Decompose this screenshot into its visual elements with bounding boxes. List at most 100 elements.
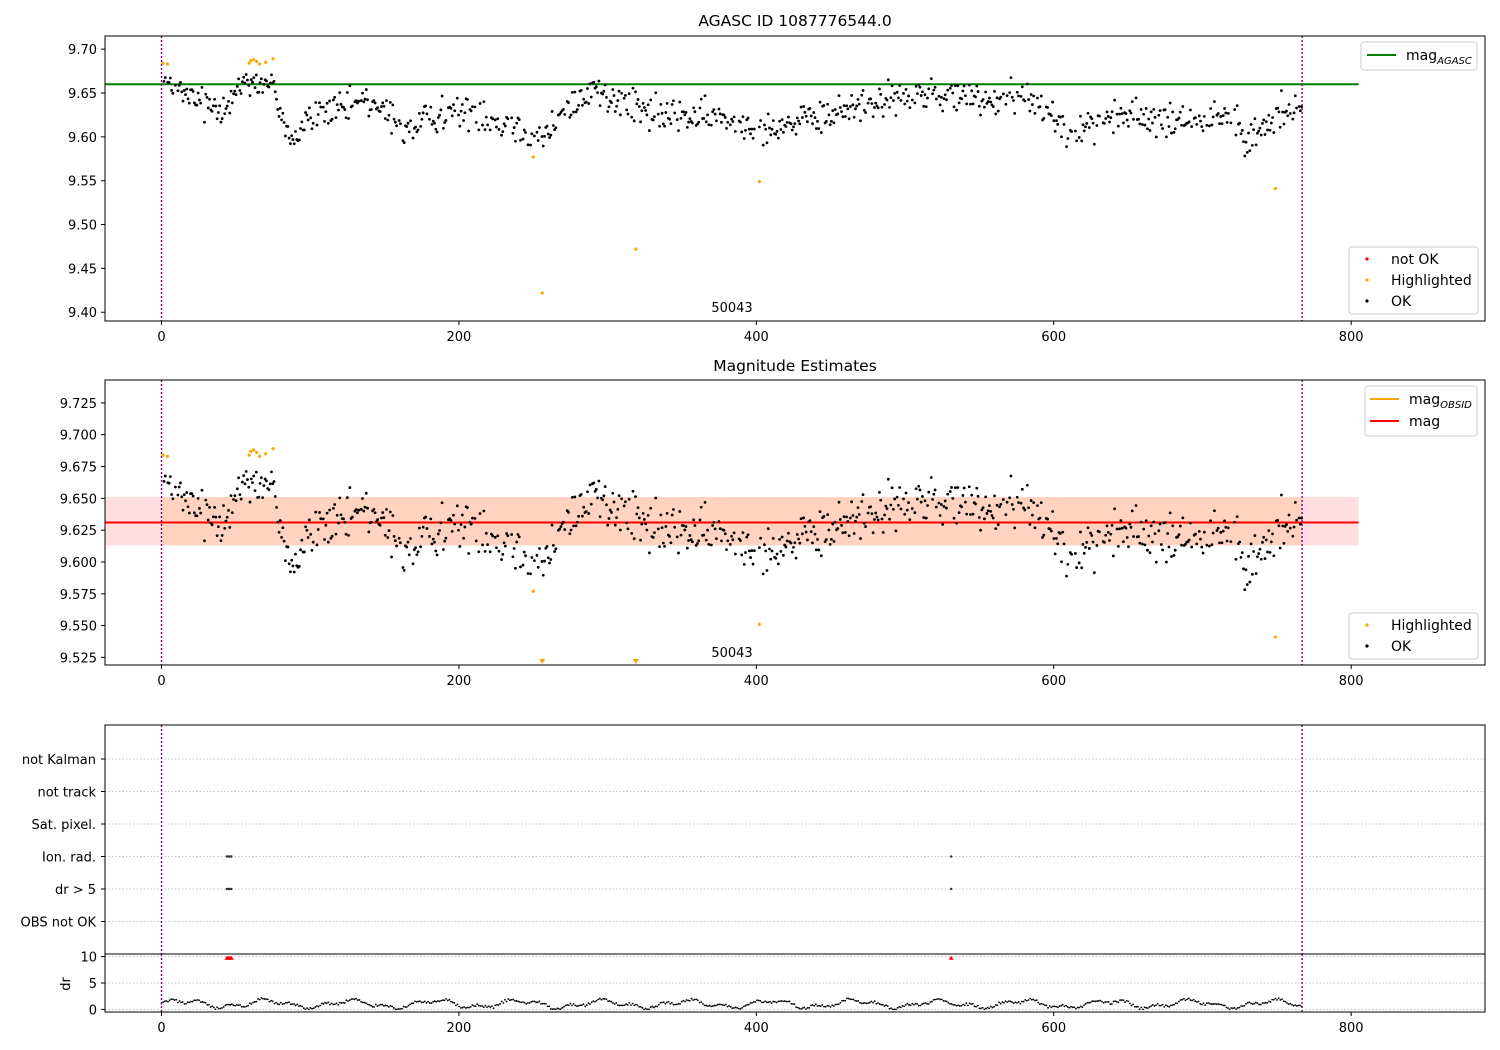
ok-point: [1250, 572, 1254, 576]
dr-point: [896, 1006, 899, 1009]
dr-point: [317, 1005, 320, 1008]
ok-point: [1109, 116, 1113, 120]
ok-point: [397, 536, 401, 540]
ok-point: [927, 87, 931, 91]
dr-point: [1142, 1008, 1144, 1011]
dr-point: [1120, 999, 1123, 1001]
ok-point: [827, 113, 831, 117]
ok-point: [913, 511, 917, 515]
ok-point: [1166, 115, 1170, 119]
ok-point: [460, 103, 464, 106]
ok-point: [1205, 543, 1209, 547]
dr-point: [664, 1002, 667, 1005]
ok-point: [232, 498, 235, 501]
dr-point: [517, 1000, 520, 1003]
dr-point: [868, 1001, 871, 1004]
dr-point: [783, 1000, 786, 1002]
ok-point: [1027, 506, 1031, 510]
ok-point: [162, 79, 166, 83]
ok-point: [1158, 522, 1162, 526]
dr-point: [1009, 1000, 1012, 1003]
ok-point: [213, 505, 216, 509]
dr-point: [1166, 1005, 1169, 1007]
dr-point: [589, 1003, 591, 1006]
ok-point: [343, 108, 347, 111]
ok-point: [594, 85, 598, 89]
ok-point: [759, 536, 763, 540]
dr-point: [998, 1001, 1000, 1004]
dr-point: [288, 1001, 290, 1004]
dr-point: [502, 1002, 505, 1004]
ok-point: [740, 553, 744, 557]
ok-point: [1017, 501, 1020, 504]
dr-point: [491, 1005, 493, 1008]
ok-point: [515, 540, 519, 544]
ok-point: [601, 92, 605, 96]
ok-point: [654, 91, 658, 95]
ok-point: [948, 490, 952, 493]
dr-point: [1040, 1002, 1043, 1005]
ok-point: [620, 91, 624, 95]
ok-point: [430, 123, 434, 126]
ok-point: [1216, 526, 1220, 530]
dr-point: [893, 1008, 896, 1011]
ok-point: [602, 494, 606, 498]
dr-point: [602, 997, 605, 1000]
highlighted-point: [634, 247, 638, 251]
ok-point: [800, 532, 804, 536]
ok-point: [795, 533, 799, 536]
ok-point: [965, 512, 969, 516]
dr-point: [1287, 1003, 1290, 1005]
dr-point: [1251, 1003, 1254, 1005]
ok-point: [870, 102, 874, 105]
dr-point: [276, 1003, 279, 1005]
dr-point: [379, 1003, 382, 1006]
ok-point: [431, 119, 435, 123]
dr-point: [1222, 1004, 1225, 1007]
ok-point: [575, 108, 579, 111]
ok-point: [946, 88, 950, 92]
dr-point: [1066, 1006, 1069, 1008]
ok-point: [1225, 539, 1229, 543]
ok-point: [803, 110, 807, 114]
ok-point: [699, 97, 703, 101]
dr-point: [477, 1004, 480, 1007]
y-tick-label: 9.525: [60, 651, 97, 666]
dr-point: [245, 1005, 248, 1008]
ok-point: [1161, 548, 1165, 552]
ok-point: [195, 103, 199, 107]
ok-point: [254, 470, 258, 474]
ok-point: [315, 543, 319, 547]
ok-point: [996, 523, 1000, 526]
ok-point: [227, 99, 230, 103]
ok-point: [1061, 530, 1065, 534]
ok-point: [563, 528, 567, 531]
ok-point: [230, 511, 234, 515]
legend-mag-obsid-sub: OBSID: [1440, 400, 1472, 411]
dr-point: [674, 1003, 677, 1006]
x-tick-label: 0: [157, 674, 165, 689]
dr-point: [232, 1004, 235, 1007]
ok-point: [618, 113, 622, 117]
dr-point: [497, 1004, 500, 1006]
highlighted-point: [255, 59, 259, 64]
dr-point: [252, 1001, 255, 1004]
ok-point: [174, 83, 177, 87]
ok-point: [793, 122, 797, 126]
ok-point: [698, 106, 702, 110]
ok-point: [1075, 139, 1079, 143]
ok-point: [885, 98, 889, 102]
ok-point: [419, 124, 423, 128]
ok-point: [549, 558, 553, 561]
y-tick-label: 9.60: [68, 131, 97, 146]
ok-point: [886, 78, 890, 82]
ok-point: [932, 492, 936, 496]
ok-point: [626, 527, 630, 531]
ok-point: [864, 525, 867, 528]
ok-point: [770, 127, 774, 131]
dr-point: [1169, 1004, 1172, 1007]
ok-point: [1027, 98, 1031, 101]
highlighted-point: [165, 454, 170, 458]
ok-point: [1009, 474, 1013, 478]
ok-point: [1116, 124, 1120, 128]
